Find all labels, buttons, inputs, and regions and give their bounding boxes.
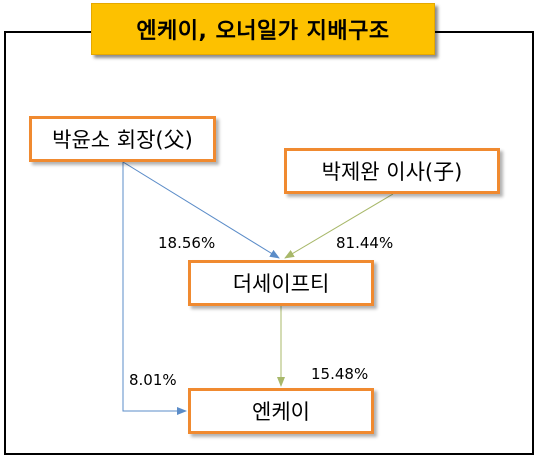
node-park-yoonso: 박윤소 회장(父) — [29, 116, 216, 162]
edge-parkys-to-tsp — [122, 161, 280, 259]
edge-label-tsp-nk: 15.48% — [311, 365, 369, 383]
edge-parkjw-to-tsp — [284, 193, 394, 259]
node-nk: 엔케이 — [188, 388, 374, 434]
edge-label-parkjw-tsp: 81.44% — [336, 234, 394, 252]
node-the-safety: 더세이프티 — [188, 260, 374, 306]
node-park-jewan: 박제완 이사(子) — [284, 148, 500, 194]
edge-label-parkys-nk: 8.01% — [129, 371, 177, 389]
diagram-title: 엔케이, 오너일가 지배구조 — [91, 3, 435, 55]
edge-label-parkys-tsp: 18.56% — [158, 234, 216, 252]
edge-parkys-to-nk — [122, 162, 187, 415]
